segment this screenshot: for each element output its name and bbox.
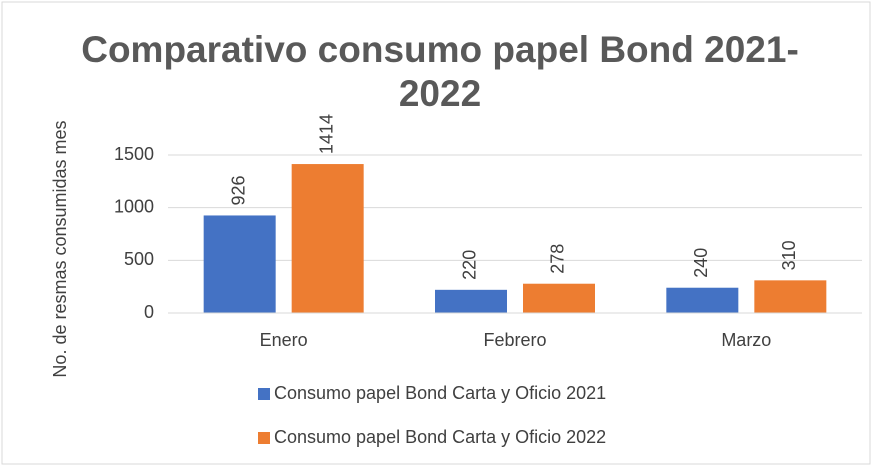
y-tick-label: 1000: [114, 196, 154, 216]
legend-label: Consumo papel Bond Carta y Oficio 2022: [274, 427, 606, 447]
y-axis-label: No. de resmas consumidas mes: [50, 120, 70, 378]
x-tick-label: Enero: [260, 330, 308, 350]
legend-label: Consumo papel Bond Carta y Oficio 2021: [274, 383, 606, 403]
bar: [435, 289, 507, 313]
value-label: 926: [228, 175, 248, 205]
y-tick-label: 1500: [114, 144, 154, 164]
x-tick-label: Febrero: [483, 330, 546, 350]
bar: [291, 164, 364, 313]
chart-title: Comparativo consumo papel Bond 2021-2022: [81, 29, 799, 114]
bar: [523, 283, 595, 313]
bar: [666, 287, 739, 313]
value-label: 240: [691, 248, 711, 278]
legend-swatch: [258, 388, 270, 400]
y-tick-label: 500: [124, 249, 154, 269]
bar: [754, 280, 827, 313]
value-label: 220: [460, 250, 480, 280]
value-label: 310: [779, 240, 799, 270]
x-tick-label: Marzo: [721, 330, 771, 350]
bar: [203, 215, 276, 313]
value-label: 1414: [316, 114, 336, 154]
value-label: 278: [548, 244, 568, 274]
y-tick-label: 0: [144, 302, 154, 322]
legend-swatch: [258, 432, 270, 444]
